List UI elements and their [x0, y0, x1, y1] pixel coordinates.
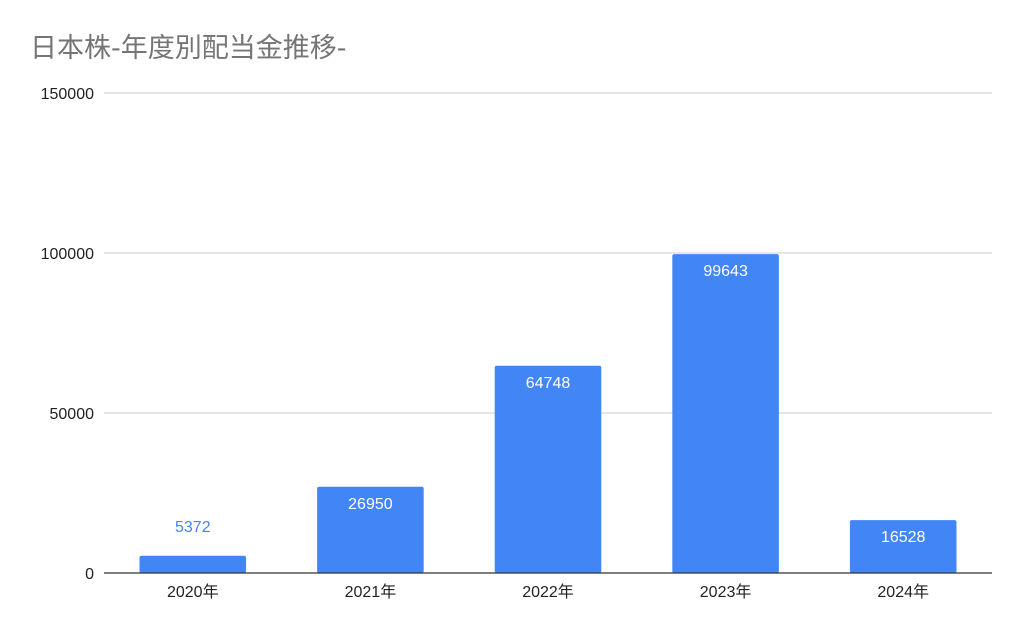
x-tick-label: 2022年 — [522, 583, 574, 601]
data-label: 26950 — [348, 496, 393, 513]
bars — [139, 254, 957, 573]
bar — [317, 486, 424, 573]
x-axis: 2020年 2021年 2022年 2023年 2024年 — [104, 572, 992, 601]
data-label: 5372 — [175, 519, 211, 536]
bar — [849, 520, 957, 573]
data-label: 99643 — [703, 263, 748, 280]
bar — [494, 365, 602, 573]
x-tick-label: 2021年 — [345, 583, 397, 601]
chart-title: 日本株-年度別配当金推移- — [30, 33, 347, 64]
bar — [139, 555, 247, 573]
y-tick-label: 0 — [85, 566, 94, 583]
x-tick-label: 2024年 — [877, 583, 929, 601]
y-tick-label: 100000 — [41, 246, 94, 263]
gridlines: 0 50000 100000 150000 — [41, 86, 992, 583]
x-tick-label: 2020年 — [167, 583, 219, 601]
y-tick-label: 50000 — [50, 406, 95, 423]
data-label: 16528 — [881, 529, 926, 546]
x-tick-label: 2023年 — [700, 583, 752, 601]
y-tick-label: 150000 — [41, 86, 94, 103]
data-labels: 5372 26950 64748 99643 16528 — [175, 263, 926, 546]
data-label: 64748 — [526, 375, 571, 392]
bar — [672, 254, 779, 573]
